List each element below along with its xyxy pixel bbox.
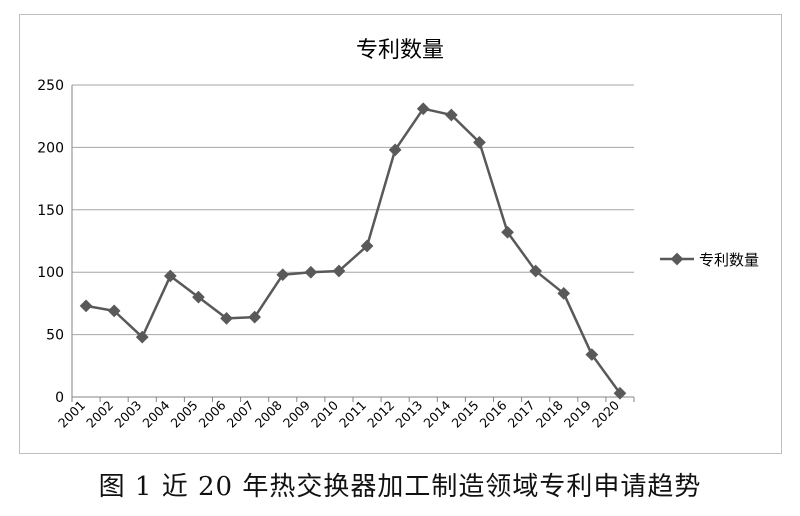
y-tick-label: 200 <box>37 140 64 156</box>
x-tick-label: 2003 <box>111 398 144 431</box>
x-tick-label: 2018 <box>533 397 566 430</box>
legend: 专利数量 <box>660 251 759 269</box>
y-tick-label: 150 <box>37 203 64 219</box>
x-tick-label: 2015 <box>448 398 481 431</box>
y-tick-label: 50 <box>46 328 64 344</box>
x-tick-label: 2004 <box>139 397 172 430</box>
data-point <box>220 312 233 325</box>
data-point <box>135 330 149 344</box>
x-tick-label: 2005 <box>167 398 200 431</box>
x-tick-label: 2009 <box>280 397 313 430</box>
x-tick-label: 2002 <box>83 398 116 431</box>
series-line <box>85 107 621 394</box>
chart-title: 专利数量 <box>356 38 444 63</box>
figure-caption: 图 1 近 20 年热交换器加工制造领域专利申请趋势 <box>98 472 702 502</box>
data-point <box>248 310 262 324</box>
data-point <box>473 136 486 149</box>
data-point <box>276 268 290 282</box>
data-point <box>416 102 430 116</box>
data-point <box>388 143 402 157</box>
gridlines <box>72 84 634 336</box>
legend-marker <box>670 252 684 266</box>
y-tick-label: 100 <box>37 265 64 281</box>
data-point <box>192 290 205 304</box>
x-tick-label: 2012 <box>364 398 397 431</box>
legend-label: 专利数量 <box>699 251 759 269</box>
data-point <box>304 265 318 279</box>
data-point <box>107 304 121 318</box>
x-tick-label: 2007 <box>224 398 257 431</box>
x-tick-labels: 2001200220032004200520062007200820092010… <box>55 397 622 430</box>
data-point <box>163 269 177 283</box>
x-tick-label: 2014 <box>420 397 453 430</box>
x-tick-label: 2013 <box>392 398 425 431</box>
x-tick-label: 2006 <box>196 397 229 430</box>
x-tick-label: 2020 <box>589 397 622 430</box>
y-tick-label: 0 <box>55 390 64 406</box>
x-tick-label: 2011 <box>336 398 369 431</box>
data-point <box>444 108 458 122</box>
y-tick-labels: 0 50 100 150 200 250 <box>37 78 64 406</box>
data-point <box>360 239 374 253</box>
chart-frame <box>19 14 782 454</box>
y-tick-label: 250 <box>37 78 64 94</box>
series-layer <box>79 102 627 400</box>
x-tick-label: 2016 <box>477 397 510 430</box>
x-tick-label: 2019 <box>561 397 594 430</box>
data-point <box>79 299 93 313</box>
x-tick-label: 2010 <box>308 397 341 430</box>
axes <box>71 85 635 402</box>
data-point <box>332 264 346 278</box>
x-tick-label: 2017 <box>505 398 538 431</box>
x-tick-label: 2008 <box>252 397 285 430</box>
